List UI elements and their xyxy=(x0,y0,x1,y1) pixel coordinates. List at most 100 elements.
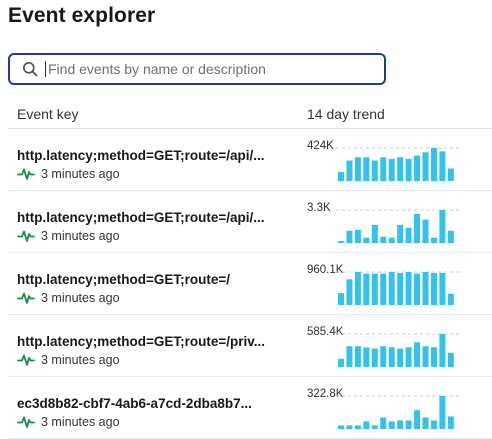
trend-bar xyxy=(338,358,344,367)
last-seen-text: 3 minutes ago xyxy=(41,415,120,429)
event-key[interactable]: http.latency;method=GET;route=/ xyxy=(17,272,231,287)
trend-bar xyxy=(422,272,429,305)
trend-bar xyxy=(414,342,421,367)
trend-bar xyxy=(422,346,429,367)
activity-pulse-icon xyxy=(17,353,35,367)
trend-bar xyxy=(430,272,437,305)
trend-bar xyxy=(397,272,404,305)
event-key[interactable]: http.latency;method=GET;route=/priv... xyxy=(17,334,266,349)
search-icon xyxy=(21,60,39,78)
trend-bar xyxy=(447,168,454,181)
sparkline-chart xyxy=(336,209,462,243)
trend-bar xyxy=(388,421,395,429)
trend-bar xyxy=(363,421,370,429)
activity-pulse-icon xyxy=(17,415,35,429)
row-divider xyxy=(8,252,492,253)
trend-bar xyxy=(371,348,378,367)
trend-bar xyxy=(405,158,412,181)
trend-bar xyxy=(414,273,421,305)
last-seen-text: 3 minutes ago xyxy=(41,167,120,181)
trend-bar xyxy=(363,237,370,243)
trend-bar xyxy=(414,155,421,181)
event-key[interactable]: http.latency;method=GET;route=/api/... xyxy=(17,148,265,163)
trend-bar xyxy=(380,157,387,181)
activity-pulse-icon xyxy=(17,291,35,305)
page-title: Event explorer xyxy=(8,4,156,27)
trend-bar xyxy=(397,157,404,181)
event-row[interactable]: ec3d8b82-cbf7-4ab6-a7cd-2dba8b7... 3 minu… xyxy=(0,377,492,439)
activity-pulse-icon xyxy=(17,229,35,243)
row-divider xyxy=(8,376,492,377)
search-box[interactable] xyxy=(8,53,386,85)
trend-bar xyxy=(439,396,446,429)
trend-sparkline: 322.8K xyxy=(300,377,492,439)
trend-bar xyxy=(405,347,412,367)
trend-bar xyxy=(380,236,387,243)
trend-bar xyxy=(380,346,387,367)
trend-peak-label: 585.4K xyxy=(307,326,344,338)
trend-bar xyxy=(354,346,361,367)
event-row[interactable]: http.latency;method=GET;route=/ 3 minutes… xyxy=(0,253,492,315)
last-seen-text: 3 minutes ago xyxy=(41,353,120,367)
trend-bar xyxy=(380,417,387,429)
event-last-seen: 3 minutes ago xyxy=(17,353,120,367)
trend-bar xyxy=(371,425,378,429)
trend-bar xyxy=(414,213,421,243)
trend-bar xyxy=(388,272,395,305)
trend-bar xyxy=(338,172,344,181)
trend-bar xyxy=(346,346,353,367)
trend-bar xyxy=(346,425,353,429)
trend-bar xyxy=(439,210,446,243)
trend-bar xyxy=(447,293,454,305)
event-row[interactable]: http.latency;method=GET;route=/priv... 3 … xyxy=(0,315,492,377)
trend-bar xyxy=(447,416,454,429)
trend-sparkline: 424K xyxy=(300,129,492,191)
event-row[interactable]: http.latency;method=GET;route=/api/... 3 … xyxy=(0,191,492,253)
trend-peak-label: 960.1K xyxy=(307,264,344,276)
trend-bar xyxy=(430,237,437,243)
trend-bar xyxy=(447,352,454,367)
trend-bar xyxy=(439,151,446,181)
trend-bar xyxy=(388,237,395,243)
column-header-event-key[interactable]: Event key xyxy=(17,106,79,122)
trend-bar xyxy=(388,347,395,367)
trend-bar xyxy=(422,219,429,243)
sparkline-chart xyxy=(336,395,462,429)
trend-bar xyxy=(354,272,361,305)
event-key[interactable]: ec3d8b82-cbf7-4ab6-a7cd-2dba8b7... xyxy=(17,396,252,411)
trend-bar xyxy=(439,272,446,305)
trend-bar xyxy=(363,347,370,367)
trend-bar xyxy=(363,273,370,305)
trend-bar xyxy=(338,293,344,305)
trend-bar xyxy=(354,229,361,243)
search-input[interactable] xyxy=(45,61,368,77)
event-last-seen: 3 minutes ago xyxy=(17,291,120,305)
event-key[interactable]: http.latency;method=GET;route=/api/... xyxy=(17,210,265,225)
trend-peak-label: 424K xyxy=(307,140,334,152)
event-row[interactable]: http.latency;method=GET;route=/api/... 3 … xyxy=(0,129,492,191)
last-seen-text: 3 minutes ago xyxy=(41,291,120,305)
table-header: Event key 14 day trend xyxy=(0,104,492,124)
trend-bar xyxy=(397,224,404,243)
sparkline-chart xyxy=(336,271,462,305)
event-last-seen: 3 minutes ago xyxy=(17,167,120,181)
trend-bar xyxy=(354,157,361,181)
trend-bar xyxy=(380,273,387,305)
trend-bar xyxy=(354,425,361,429)
trend-bar xyxy=(430,148,437,181)
column-header-trend[interactable]: 14 day trend xyxy=(307,106,385,122)
activity-pulse-icon xyxy=(17,167,35,181)
trend-bar xyxy=(371,273,378,305)
trend-peak-label: 322.8K xyxy=(307,388,344,400)
trend-bar xyxy=(405,272,412,305)
trend-bar xyxy=(405,420,412,429)
trend-bar xyxy=(430,420,437,429)
last-seen-text: 3 minutes ago xyxy=(41,229,120,243)
sparkline-chart xyxy=(336,147,462,181)
trend-bar xyxy=(439,334,446,367)
sparkline-chart xyxy=(336,333,462,367)
header-divider xyxy=(8,128,492,129)
row-divider xyxy=(8,314,492,315)
trend-bar xyxy=(422,417,429,429)
trend-bar xyxy=(346,160,353,181)
